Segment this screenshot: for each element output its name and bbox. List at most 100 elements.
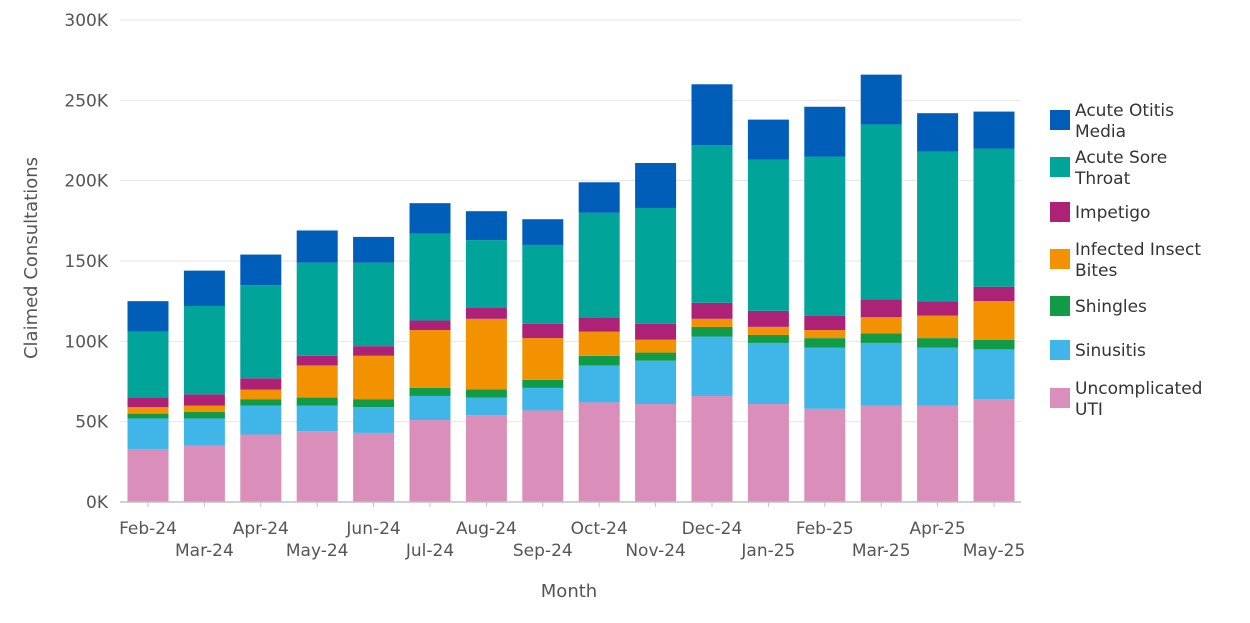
bar-segment [127,397,169,408]
bar-segment [522,323,564,339]
bar-segment [296,405,338,432]
bar-segment [409,387,451,396]
x-tick-label: Feb-25 [796,519,854,539]
bar-segment [522,379,564,388]
bar-segment [691,318,733,327]
bar-segment [127,413,169,419]
bar-segment [747,310,789,327]
x-tick-label: Apr-25 [910,519,966,539]
bar-segment [804,330,846,339]
bar-segment [465,240,507,308]
bar-segment [860,317,902,334]
x-tick-label: May-25 [963,541,1026,561]
y-tick-label: 100K [64,332,108,352]
bar-segment [240,389,282,400]
x-axis-ticks: Feb-24Mar-24Apr-24May-24Jun-24Jul-24Aug-… [119,502,1025,561]
legend-label: Uncomplicated [1075,379,1202,399]
bar-segment [973,399,1015,502]
bar-segment [747,334,789,343]
bar-segment [353,399,395,408]
bar-segment [127,407,169,414]
bar-segment [127,301,169,332]
x-tick-label: May-24 [286,541,349,561]
y-axis-ticks: 0K 50K 100K 150K 200K 250K 300K [64,11,108,513]
bar-segment [635,207,677,324]
bar-segment [747,403,789,502]
x-tick-label: Dec-24 [682,519,743,539]
bar-segment [917,405,959,502]
x-tick-label: Jan-25 [740,541,795,561]
bar-segment [578,317,620,332]
bar-segment [691,326,733,337]
bar-segment [353,262,395,347]
x-tick-label: Apr-24 [233,519,289,539]
bar-segment [917,113,959,152]
bar-segment [860,299,902,318]
legend-label: Infected Insect [1075,240,1201,260]
bar-segment [747,159,789,311]
bar-segment [296,365,338,398]
bars [127,74,1015,502]
bar-segment [127,448,169,502]
bar-segment [127,331,169,398]
bar-segment [635,360,677,404]
bar-segment [917,347,959,406]
bar-segment [296,431,338,502]
legend-label: Sinusitis [1075,341,1146,361]
bar-segment [240,434,282,502]
legend-swatch [1050,388,1070,408]
bar-segment [860,405,902,502]
bar-segment [409,233,451,321]
bar-segment [635,162,677,208]
bar-segment [353,355,395,400]
bar-segment [465,211,507,241]
legend-label: Throat [1074,169,1131,189]
bar-segment [296,355,338,366]
bar-segment [296,397,338,406]
x-tick-label: Oct-24 [571,519,628,539]
legend-label: UTI [1075,400,1103,420]
bar-segment [465,318,507,390]
bar-segment [183,412,225,419]
bar-segment [240,285,282,379]
bar-segment [578,182,620,213]
x-tick-label: Mar-25 [852,541,911,561]
bar-segment [804,408,846,502]
legend-label: Acute Sore [1075,148,1167,168]
bar-segment [183,405,225,413]
bar-segment [635,339,677,353]
bar-segment [973,339,1015,350]
bar-segment [183,305,225,395]
x-axis-title: Month [541,581,597,602]
bar-segment [747,326,789,335]
x-tick-label: Nov-24 [625,541,686,561]
bar-segment [578,402,620,502]
bar-segment [635,403,677,502]
bar-segment [578,331,620,356]
bar-segment [860,74,902,125]
bar-segment [804,347,846,409]
legend-label: Acute Otitis [1075,101,1174,121]
bar-segment [578,355,620,366]
legend-swatch [1050,110,1070,130]
legend-label: Bites [1075,261,1118,281]
legend-swatch [1050,202,1070,222]
bar-segment [296,230,338,263]
bar-segment [973,286,1015,302]
bar-segment [578,212,620,318]
bar-segment [465,389,507,398]
bar-segment [127,418,169,449]
legend-swatch [1050,157,1070,177]
bar-segment [465,397,507,416]
bar-segment [691,145,733,303]
bar-segment [409,420,451,502]
x-tick-label: Feb-24 [119,519,177,539]
bar-segment [973,301,1015,340]
x-tick-label: Mar-24 [175,541,234,561]
bar-segment [860,124,902,300]
bar-segment [240,378,282,390]
x-tick-label: Jul-24 [405,541,454,561]
y-tick-label: 250K [64,91,108,111]
bar-segment [522,410,564,502]
bar-segment [691,84,733,146]
